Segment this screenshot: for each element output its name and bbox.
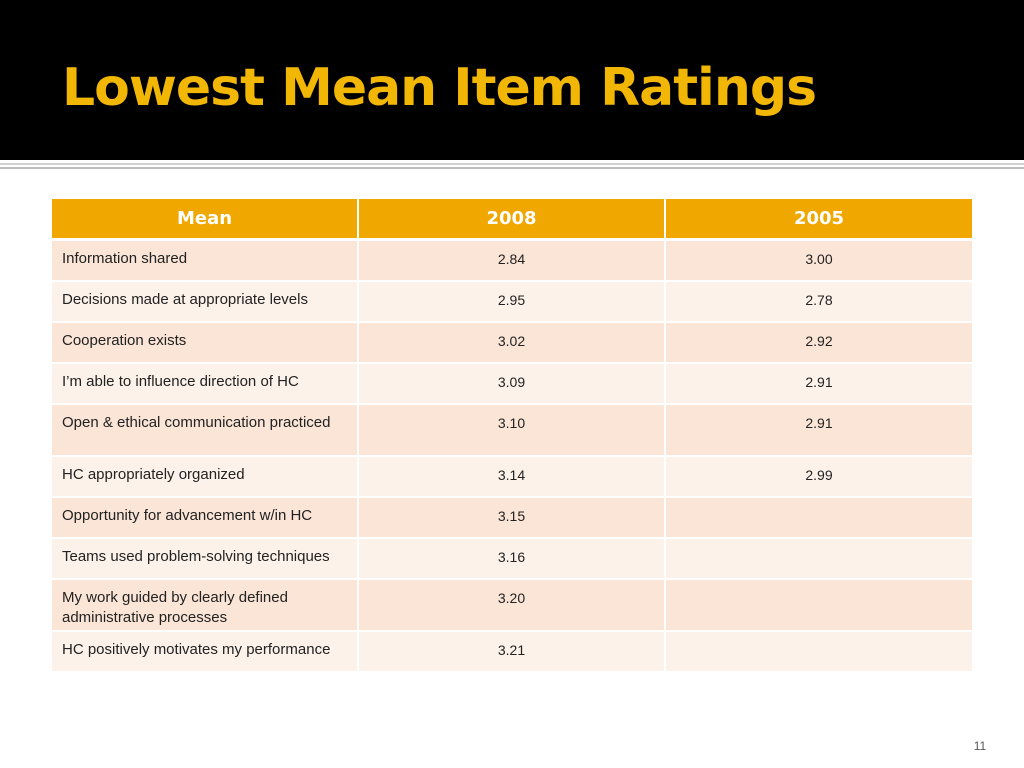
item-cell: HC positively motivates my performance — [52, 630, 359, 673]
value-2005-cell: 2.91 — [665, 403, 972, 457]
value-2008-cell: 3.02 — [358, 321, 666, 364]
value-2005-cell — [665, 578, 972, 632]
item-cell: I’m able to influence direction of HC — [52, 362, 359, 405]
value-2008-cell: 3.20 — [358, 578, 666, 632]
value-2005-cell — [665, 537, 972, 580]
value-2008-cell: 3.16 — [358, 537, 666, 580]
value-2008-cell: 3.21 — [358, 630, 666, 673]
item-cell: Cooperation exists — [52, 321, 359, 364]
value-2005-cell: 2.92 — [665, 321, 972, 364]
table-row: Teams used problem-solving techniques 3.… — [52, 537, 972, 580]
item-cell: Opportunity for advancement w/in HC — [52, 496, 359, 539]
table-row: I’m able to influence direction of HC 3.… — [52, 362, 972, 405]
divider-line — [0, 163, 1024, 165]
table-row: Opportunity for advancement w/in HC 3.15 — [52, 496, 972, 539]
page-number: 11 — [973, 739, 987, 753]
slide-title: Lowest Mean Item Ratings — [62, 58, 817, 118]
table-row: Decisions made at appropriate levels 2.9… — [52, 280, 972, 323]
value-2005-cell — [665, 496, 972, 539]
divider-line — [0, 167, 1024, 169]
value-2005-cell: 2.99 — [665, 455, 972, 498]
header-mean: Mean — [52, 199, 359, 241]
value-2005-cell — [665, 630, 972, 673]
table-row: Open & ethical communication practiced 3… — [52, 403, 972, 457]
item-cell: HC appropriately organized — [52, 455, 359, 498]
value-2005-cell: 2.78 — [665, 280, 972, 323]
ratings-table: Mean 2008 2005 Information shared 2.84 3… — [52, 199, 972, 673]
item-cell: Teams used problem-solving techniques — [52, 537, 359, 580]
title-bar: Lowest Mean Item Ratings — [0, 0, 1024, 160]
value-2008-cell: 3.09 — [358, 362, 666, 405]
table-row: HC appropriately organized 3.14 2.99 — [52, 455, 972, 498]
table-header-row: Mean 2008 2005 — [52, 199, 972, 241]
item-cell: Information shared — [52, 239, 359, 282]
value-2008-cell: 2.84 — [358, 239, 666, 282]
table-row: Cooperation exists 3.02 2.92 — [52, 321, 972, 364]
item-cell: My work guided by clearly defined admini… — [52, 578, 359, 632]
header-2008: 2008 — [358, 199, 666, 241]
value-2008-cell: 3.10 — [358, 403, 666, 457]
value-2005-cell: 3.00 — [665, 239, 972, 282]
value-2005-cell: 2.91 — [665, 362, 972, 405]
header-2005: 2005 — [665, 199, 972, 241]
item-cell: Open & ethical communication practiced — [52, 403, 359, 457]
table-row: Information shared 2.84 3.00 — [52, 239, 972, 282]
table-row: HC positively motivates my performance 3… — [52, 630, 972, 673]
value-2008-cell: 2.95 — [358, 280, 666, 323]
value-2008-cell: 3.15 — [358, 496, 666, 539]
item-cell: Decisions made at appropriate levels — [52, 280, 359, 323]
table-row: My work guided by clearly defined admini… — [52, 578, 972, 632]
value-2008-cell: 3.14 — [358, 455, 666, 498]
